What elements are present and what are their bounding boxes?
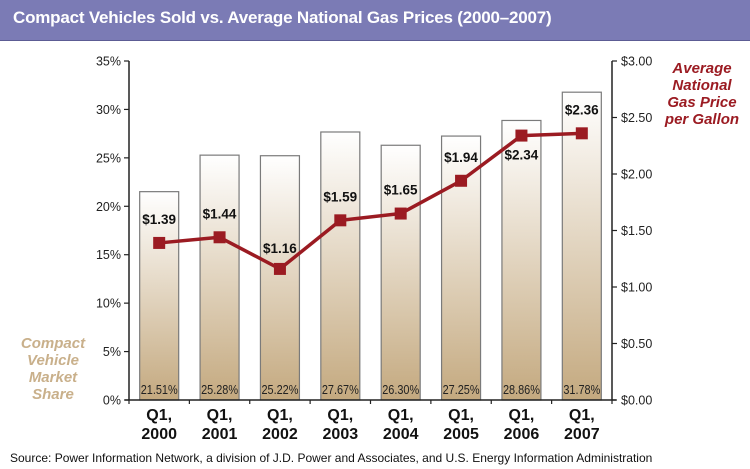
left-axis-tick-label: 0% [103, 394, 121, 408]
bar [501, 119, 542, 401]
bar-value-label: 21.51% [141, 383, 178, 397]
left-axis-tick-label: 25% [96, 151, 121, 165]
left-axis-tick-label: 15% [96, 248, 121, 262]
left-axis-title-line: Vehicle [27, 352, 79, 369]
category-label: 2005 [443, 426, 479, 443]
right-axis-tick-label: $0.50 [621, 337, 652, 351]
bar-value-label: 27.67% [322, 383, 359, 397]
bar-series [139, 91, 602, 401]
bar [320, 131, 361, 401]
left-axis-title-line: Share [32, 386, 74, 403]
right-axis-tick-label: $2.00 [621, 168, 652, 182]
source-note: Source: Power Information Network, a div… [10, 451, 653, 465]
category-label: 2000 [141, 426, 177, 443]
gas-price-marker [213, 231, 226, 244]
gas-price-marker [455, 174, 468, 187]
gas-price-label: $1.44 [203, 206, 237, 221]
category-label: 2003 [323, 426, 359, 443]
bar [259, 155, 301, 401]
gas-price-marker [515, 129, 528, 142]
right-axis-title-line: Gas Price [667, 94, 737, 111]
right-axis-tick-label: $3.00 [621, 55, 652, 69]
bar-value-label: 25.28% [201, 383, 238, 397]
category-label: Q1, [146, 407, 172, 424]
left-axis-title: Compact Vehicle Market Share [8, 335, 98, 403]
line-series: $1.39 $1.44 $1.16 $1.59 $1.65 $1.94 $2.34 $2.36 [142, 102, 599, 275]
category-label: Q1, [388, 407, 414, 424]
left-axis-tick-label: 5% [103, 345, 121, 359]
category-label: Q1, [267, 407, 293, 424]
gas-price-label: $1.59 [323, 189, 357, 204]
category-label: Q1, [569, 407, 595, 424]
category-labels: Q1, 2000 Q1, 2001 Q1, 2002 Q1, 2003 Q1, 2004 Q1, 20… [141, 407, 599, 443]
bar [199, 154, 240, 401]
right-axis-title-line: Average [672, 60, 732, 77]
gas-price-marker [575, 127, 588, 140]
right-axis-tick-label: $0.00 [621, 394, 652, 408]
left-axis-title-line: Compact [20, 335, 86, 352]
gas-price-label: $2.34 [505, 148, 539, 163]
left-axis-tick-label: 30% [96, 103, 121, 117]
gas-price-marker [273, 262, 286, 275]
left-axis-tick-label: 10% [96, 297, 121, 311]
gas-price-label: $1.16 [263, 241, 297, 256]
bar-value-label: 27.25% [443, 383, 480, 397]
right-axis-title-line: per Gallon [664, 111, 740, 128]
bar-value-label: 28.86% [503, 383, 540, 397]
bar-value-label: 26.30% [382, 383, 419, 397]
gas-price-label: $1.39 [142, 212, 176, 227]
category-label: Q1, [448, 407, 474, 424]
bar-labels: 21.51% 25.28% 25.22% 27.67% 26.30% 27.25% 28.8… [141, 383, 601, 397]
category-label: 2001 [202, 426, 238, 443]
right-axis-title: Average National Gas Price per Gallon [654, 60, 750, 128]
category-label: 2004 [383, 426, 419, 443]
bar-value-label: 31.78% [563, 383, 600, 397]
category-label: Q1, [327, 407, 353, 424]
category-label: 2002 [262, 426, 298, 443]
category-label: 2006 [504, 426, 540, 443]
title-bar: Compact Vehicles Sold vs. Average Nation… [0, 0, 750, 41]
left-axis-tick-label: 35% [96, 55, 121, 69]
chart-area: 21.51% 25.28% 25.22% 27.67% 26.30% 27.25% 28.8… [96, 55, 652, 444]
gas-price-label: $2.36 [565, 102, 599, 117]
chart-title: Compact Vehicles Sold vs. Average Nation… [13, 8, 552, 27]
right-axis-tick-label: $1.00 [621, 281, 652, 295]
right-axis-title-line: National [672, 77, 732, 94]
left-axis-title-line: Market [28, 369, 78, 386]
right-axis-tick-label: $1.50 [621, 224, 652, 238]
category-label: Q1, [509, 407, 535, 424]
left-axis-tick-label: 20% [96, 200, 121, 214]
gas-price-line [159, 131, 582, 271]
bar [139, 191, 180, 401]
gas-price-label: $1.94 [444, 150, 478, 165]
category-label: Q1, [207, 407, 233, 424]
bar [380, 144, 421, 401]
right-axis-tick-label: $2.50 [621, 111, 652, 125]
axes: 0% 5% 10% 15% 20% 25% 30% 35% $0.00 $0.50 $1.00 $1.… [96, 55, 652, 408]
bar-value-label: 25.22% [261, 383, 298, 397]
gas-price-marker [153, 236, 166, 249]
gas-price-marker [394, 207, 407, 220]
gas-price-marker [334, 214, 347, 227]
category-label: 2007 [564, 426, 600, 443]
gas-price-label: $1.65 [384, 183, 418, 198]
